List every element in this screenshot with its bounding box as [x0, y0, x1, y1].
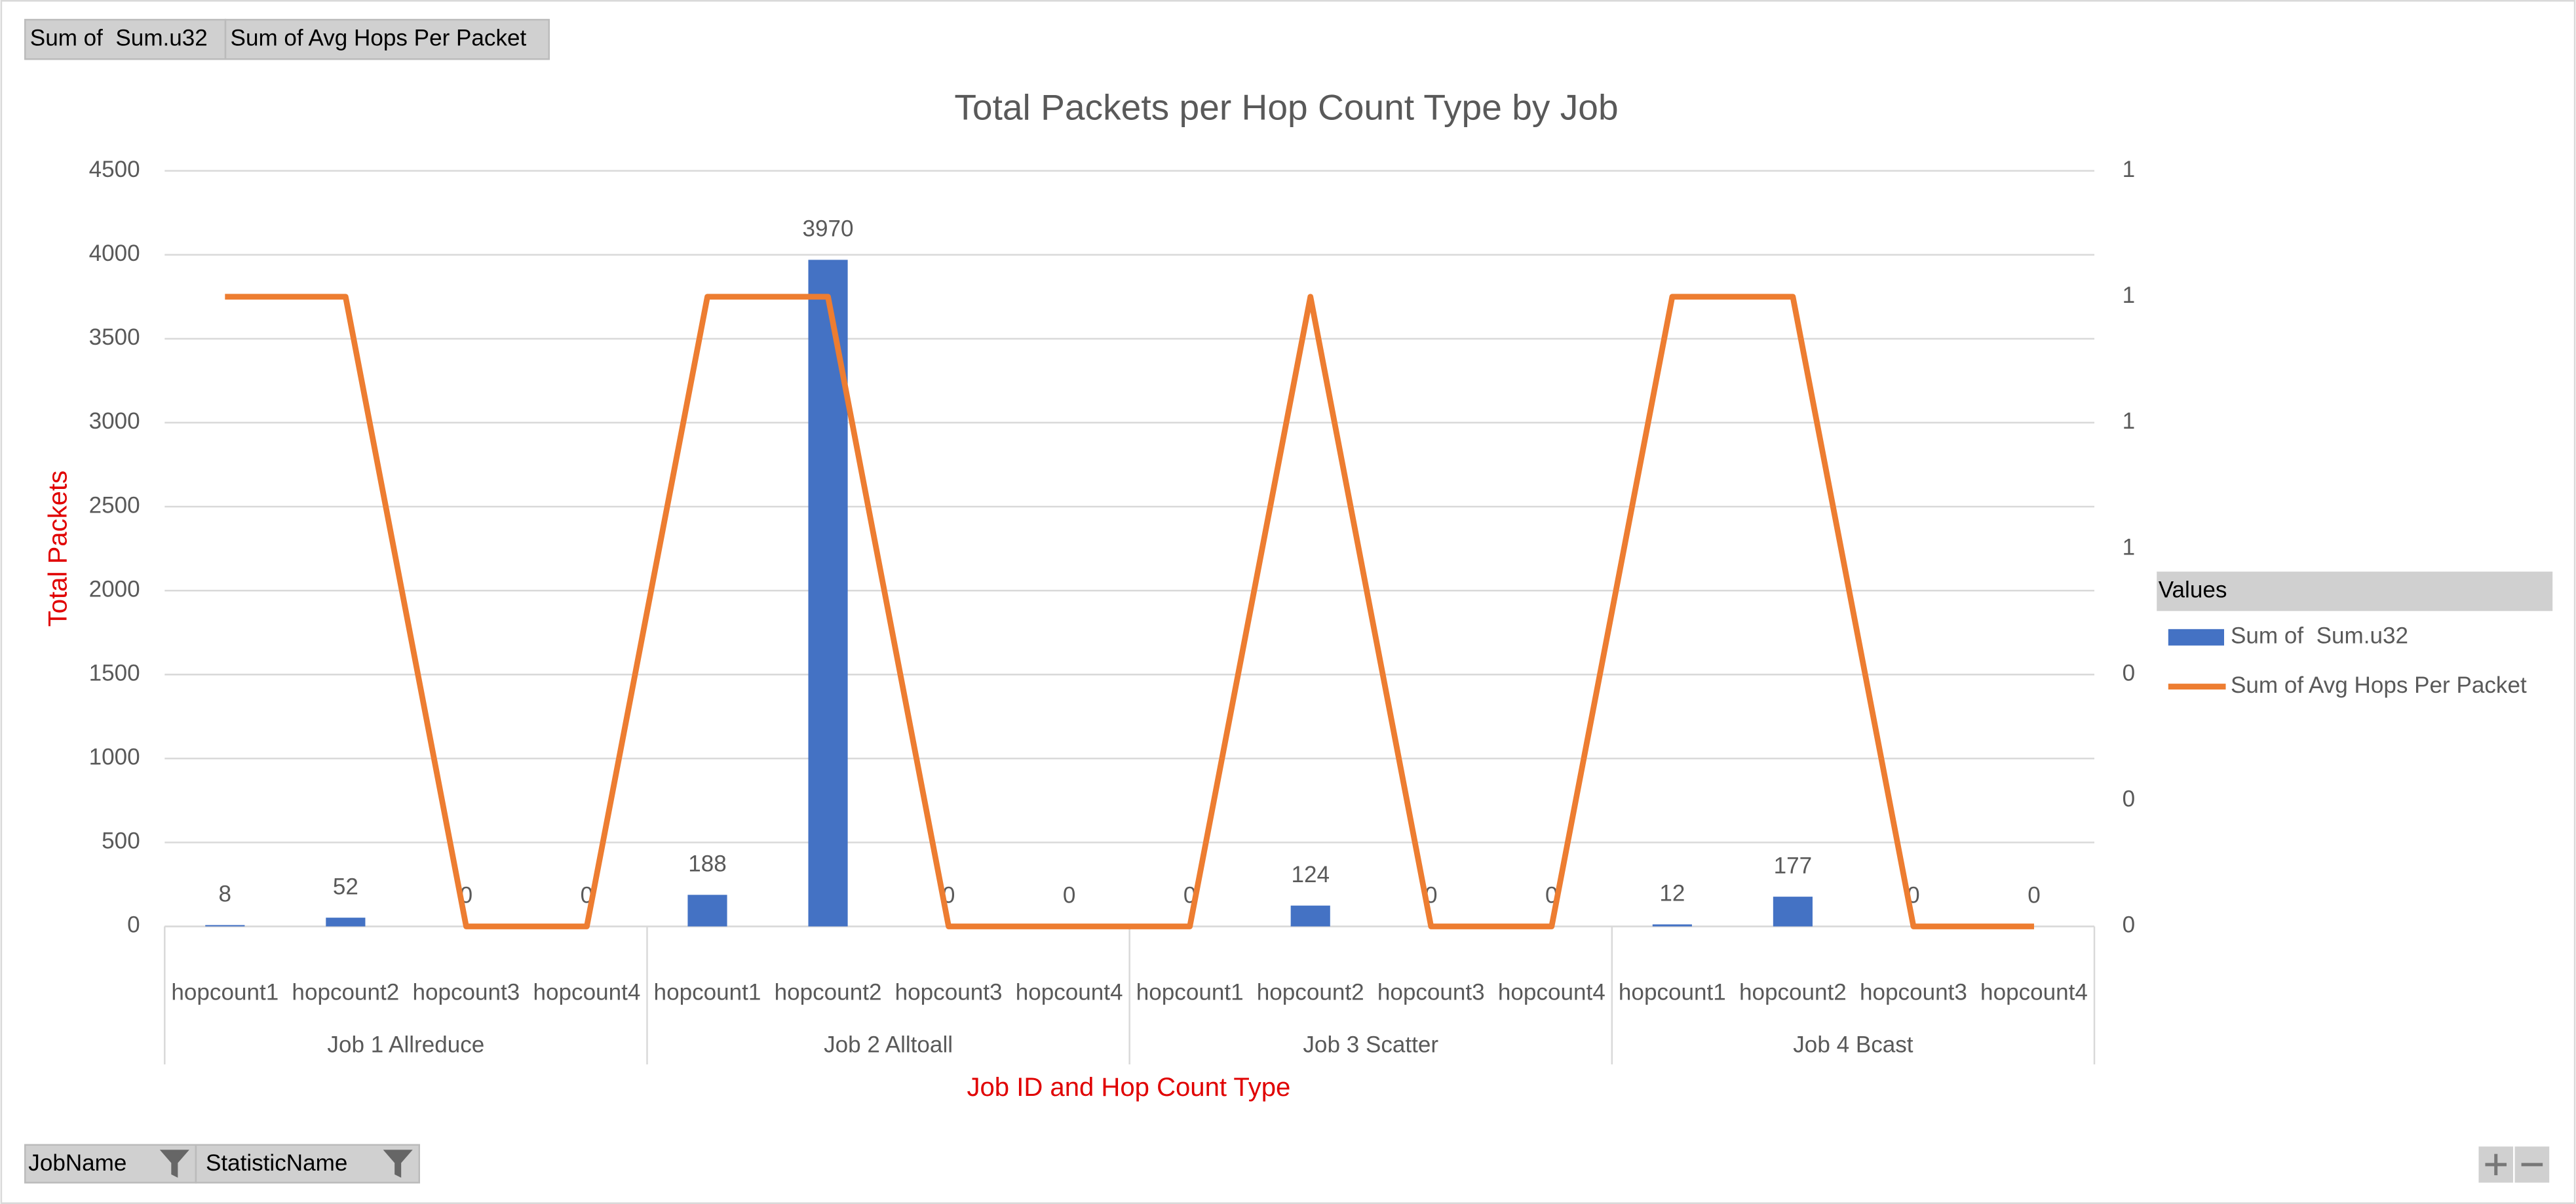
x-tick-label: hopcount4	[1980, 979, 2088, 1005]
x-tick-label: hopcount1	[1136, 979, 1244, 1005]
legend-label: Sum of Sum.u32	[2231, 623, 2408, 649]
filter-icon[interactable]	[159, 1150, 189, 1178]
y2-tick-label: 1	[2123, 534, 2136, 560]
group-label: Job 2 Alltoall	[824, 1032, 953, 1058]
x-tick-label: hopcount3	[412, 979, 520, 1005]
data-label: 124	[1291, 862, 1330, 887]
field-button-label: StatisticName	[206, 1150, 347, 1176]
bar	[1652, 924, 1692, 927]
y2-tick-label: 1	[2123, 282, 2136, 308]
y-tick-label: 1000	[89, 745, 140, 770]
data-label: 0	[2028, 883, 2041, 908]
y2-tick-label: 0	[2123, 912, 2136, 938]
y-tick-label: 500	[102, 828, 140, 854]
field-button[interactable]	[224, 18, 550, 60]
y-tick-label: 4500	[89, 157, 140, 182]
legend-swatch	[2168, 629, 2224, 646]
legend-title: Values	[2159, 577, 2227, 602]
top-field-buttons: Sum of Sum.u32 Sum of Avg Hops Per Packe…	[24, 18, 550, 60]
field-button[interactable]	[195, 1144, 421, 1184]
y2-tick-label: 0	[2123, 660, 2136, 686]
bar	[205, 925, 245, 927]
y2-tick-label: 1	[2123, 157, 2136, 182]
x-tick-label: hopcount2	[775, 979, 882, 1005]
x-axis-title: Job ID and Hop Count Type	[967, 1073, 1290, 1102]
bar	[326, 918, 366, 927]
x-tick-label: hopcount1	[654, 979, 761, 1005]
data-label: 3970	[803, 216, 854, 242]
x-tick-label: hopcount2	[1257, 979, 1364, 1005]
field-button-label: Sum of Avg Hops Per Packet	[231, 25, 527, 50]
x-tick-label: hopcount4	[533, 979, 641, 1005]
group-label: Job 1 Allreduce	[327, 1032, 484, 1058]
y-tick-label: 0	[127, 912, 140, 938]
y-tick-label: 3500	[89, 324, 140, 350]
y-axis-title: Total Packets	[44, 471, 73, 627]
x-tick-label: hopcount1	[171, 979, 279, 1005]
y2-tick-label: 1	[2123, 408, 2136, 434]
x-tick-label: hopcount2	[1739, 979, 1847, 1005]
group-label: Job 4 Bcast	[1793, 1032, 1913, 1058]
expand-collapse-icons	[2485, 1154, 2543, 1176]
data-label: 0	[1063, 883, 1076, 908]
line-series	[225, 294, 2034, 929]
x-tick-label: hopcount4	[1016, 979, 1123, 1005]
data-label: 177	[1774, 853, 1813, 878]
x-tick-label: hopcount3	[895, 979, 1003, 1005]
legend-title-bar	[2157, 572, 2553, 612]
data-label: 12	[1659, 881, 1685, 906]
y-tick-label: 2000	[89, 576, 140, 602]
data-label: 188	[688, 851, 727, 876]
bar	[687, 895, 727, 927]
field-button-label: Sum of Sum.u32	[30, 25, 208, 50]
x-tick-label: hopcount4	[1498, 979, 1605, 1005]
y-tick-label: 2500	[89, 492, 140, 518]
bottom-field-buttons: JobName StatisticName	[24, 1144, 2550, 1184]
bar	[1773, 897, 1813, 927]
group-label: Job 3 Scatter	[1303, 1032, 1438, 1058]
x-tick-label: hopcount3	[1860, 979, 1967, 1005]
x-tick-label: hopcount3	[1377, 979, 1485, 1005]
legend-label: Sum of Avg Hops Per Packet	[2231, 672, 2527, 698]
chart-title: Total Packets per Hop Count Type by Job	[954, 87, 1618, 127]
field-button-label: JobName	[28, 1150, 126, 1176]
y-tick-label: 1500	[89, 660, 140, 686]
x-tick-label: hopcount1	[1619, 979, 1726, 1005]
field-button[interactable]	[24, 18, 227, 60]
y-tick-label: 3000	[89, 408, 140, 434]
y-tick-label: 4000	[89, 241, 140, 266]
bar	[1290, 905, 1330, 927]
x-tick-label: hopcount2	[292, 979, 399, 1005]
data-label: 52	[333, 874, 358, 899]
filter-icon[interactable]	[383, 1150, 413, 1178]
y2-tick-label: 0	[2123, 786, 2136, 812]
data-label: 8	[219, 882, 232, 907]
